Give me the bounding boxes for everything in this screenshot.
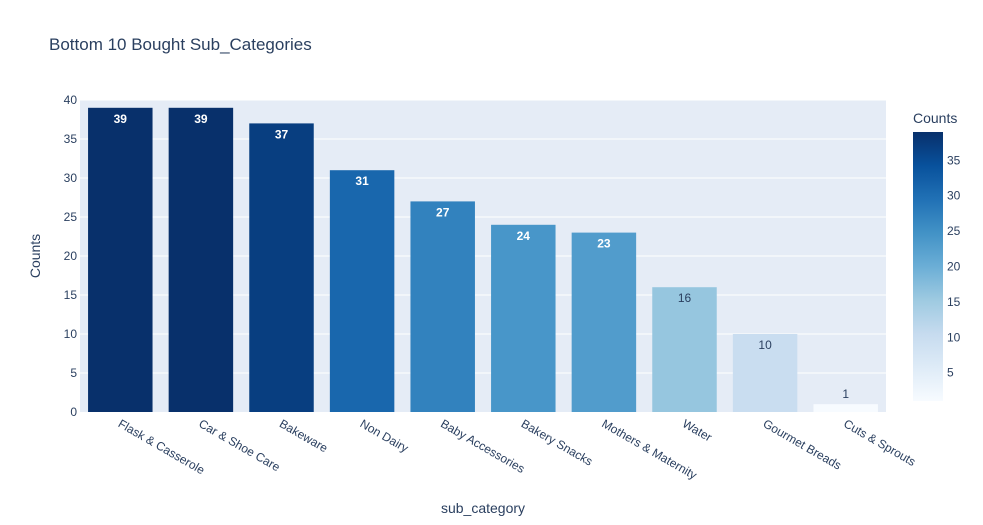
bar-value-label: 39 (194, 112, 208, 126)
bar-value-label: 1 (842, 387, 849, 401)
colorbar-tick-label: 5 (947, 366, 954, 380)
y-tick-label: 5 (70, 366, 77, 380)
bar-value-label: 24 (517, 229, 531, 243)
x-tick-label: Water (680, 416, 714, 444)
colorbar-ticks: 5 10 15 20 25 30 35 (947, 153, 961, 379)
bar-value-label: 16 (678, 291, 692, 305)
colorbar (913, 132, 943, 401)
bar (813, 404, 878, 412)
colorbar-tick-label: 10 (947, 330, 961, 344)
bar (249, 123, 314, 413)
y-tick-label: 10 (64, 327, 78, 341)
bar (168, 107, 234, 413)
y-tick-label: 20 (64, 249, 78, 263)
x-tick-label: Cuts & Sprouts (841, 416, 918, 468)
colorbar-tick-label: 20 (947, 260, 961, 274)
y-axis-title: Counts (27, 234, 43, 278)
chart-title: Bottom 10 Bought Sub_Categories (49, 35, 312, 54)
bar-value-label: 37 (275, 127, 289, 141)
x-tick-label: Baby Accessories (438, 416, 527, 475)
y-tick-label: 40 (64, 93, 78, 107)
bar (491, 224, 556, 412)
bar (410, 201, 475, 412)
y-tick-label: 35 (64, 132, 78, 146)
colorbar-tick-label: 15 (947, 295, 961, 309)
x-tick-label: Bakeware (277, 416, 330, 455)
colorbar-title: Counts (913, 110, 957, 126)
bar (571, 232, 637, 412)
y-tick-label: 30 (64, 171, 78, 185)
bar (329, 170, 395, 412)
bar (732, 334, 798, 412)
x-axis-title: sub_category (441, 500, 525, 516)
x-tick-label: Non Dairy (358, 416, 411, 455)
y-axis-ticks: 0 5 10 15 20 25 30 35 40 (64, 93, 78, 419)
x-tick-label: Flask & Casserole (116, 416, 208, 477)
bar (652, 287, 717, 412)
bar-value-label: 39 (114, 112, 128, 126)
y-tick-label: 0 (70, 405, 77, 419)
y-tick-label: 15 (64, 288, 78, 302)
colorbar-tick-label: 30 (947, 189, 961, 203)
x-tick-label: Gourmet Breads (761, 416, 844, 472)
x-tick-label: Bakery Snacks (519, 416, 595, 468)
x-tick-label: Car & Shoe Care (196, 416, 282, 474)
y-tick-label: 25 (64, 210, 78, 224)
bar-value-label: 27 (436, 205, 450, 219)
bar-value-label: 31 (355, 174, 369, 188)
bar-value-label: 10 (758, 338, 772, 352)
colorbar-tick-label: 25 (947, 224, 961, 238)
colorbar-tick-label: 35 (947, 153, 961, 167)
bar-value-labels: 39 39 37 31 27 24 23 16 10 1 (114, 112, 850, 401)
bars (88, 107, 878, 413)
bar-value-label: 23 (597, 237, 611, 251)
bar (88, 107, 153, 413)
